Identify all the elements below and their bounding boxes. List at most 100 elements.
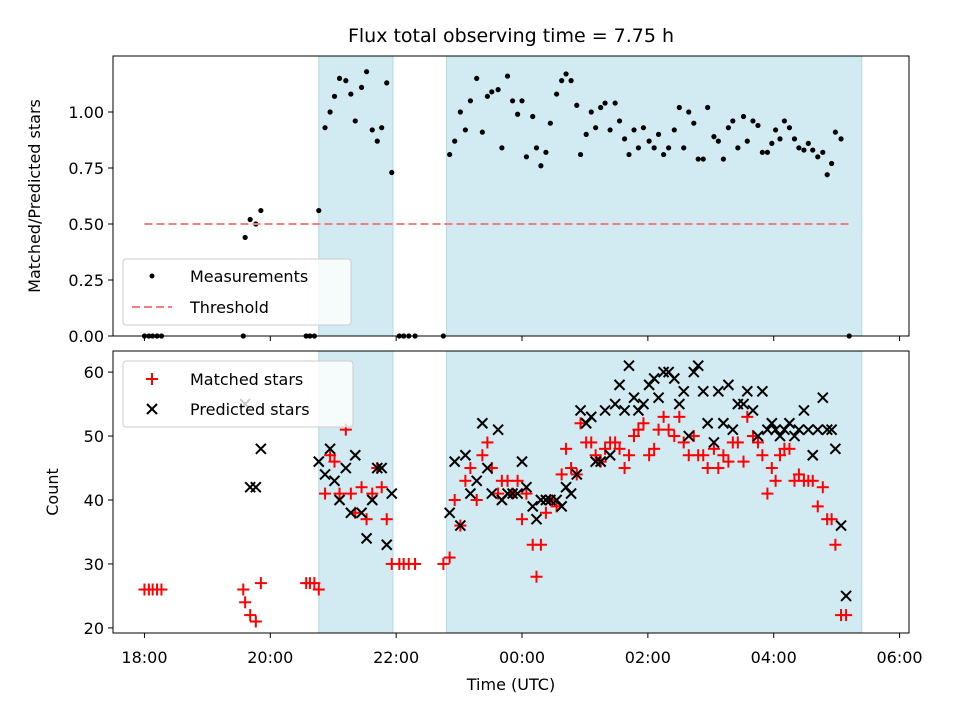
predicted-stars-point bbox=[637, 398, 650, 410]
predicted-stars-point bbox=[623, 360, 635, 372]
measurement-point bbox=[322, 125, 328, 131]
matched-legend-label: Matched stars bbox=[190, 370, 303, 389]
matched-stars-point bbox=[769, 474, 782, 487]
measurement-point bbox=[777, 136, 783, 142]
measurement-point bbox=[691, 120, 697, 126]
predicted-stars-point bbox=[727, 423, 739, 436]
predicted-stars-point bbox=[599, 404, 611, 417]
matched-stars-point bbox=[380, 513, 393, 526]
predicted-stars-point bbox=[717, 417, 730, 429]
matched-stars-point bbox=[765, 462, 778, 475]
predicted-stars-point bbox=[381, 539, 393, 551]
y-tick-label: 50 bbox=[84, 427, 104, 446]
ratio-legend: Measurements Threshold bbox=[122, 258, 352, 326]
matched-stars-point bbox=[481, 436, 494, 449]
measurement-point bbox=[547, 120, 553, 126]
measurement-point bbox=[651, 145, 657, 151]
predicted-stars-point bbox=[652, 391, 665, 404]
measurement-point bbox=[369, 127, 375, 133]
measurement-point bbox=[389, 169, 395, 176]
measurement-point bbox=[467, 98, 474, 104]
measurement-point bbox=[583, 131, 589, 137]
predicted-stars-point bbox=[668, 372, 680, 385]
predicted-stars-point bbox=[492, 423, 504, 436]
matched-stars-point bbox=[731, 436, 744, 449]
predicted-stars-point bbox=[756, 385, 769, 397]
predicted-stars-point bbox=[328, 475, 341, 487]
predicted-stars-point bbox=[255, 443, 267, 455]
predicted-legend-label: Predicted stars bbox=[190, 400, 310, 419]
predicted-stars-point bbox=[454, 519, 467, 532]
predicted-stars-point bbox=[657, 366, 670, 378]
predicted-stars-point bbox=[486, 487, 498, 500]
measurement-point bbox=[348, 91, 354, 97]
measurement-point bbox=[533, 145, 540, 151]
matched-stars-point bbox=[609, 436, 622, 449]
measurement-point bbox=[796, 145, 802, 151]
predicted-stars-point bbox=[506, 487, 519, 500]
matched-stars-point bbox=[530, 570, 543, 583]
predicted-stars-point bbox=[802, 423, 815, 436]
matched-stars-point bbox=[657, 410, 670, 423]
x-axis-label: Time (UTC) bbox=[466, 675, 555, 694]
predicted-stars-point bbox=[613, 379, 626, 391]
measurement-point bbox=[715, 138, 721, 144]
matched-stars-point bbox=[239, 596, 252, 609]
measurement-point bbox=[554, 91, 560, 97]
measurement-point bbox=[327, 109, 333, 115]
predicted-stars-point bbox=[501, 487, 514, 500]
predicted-stars-point bbox=[324, 443, 336, 455]
matched-stars-point bbox=[437, 557, 450, 570]
measurement-point bbox=[666, 145, 672, 151]
measurement-point bbox=[452, 138, 458, 144]
measurement-point bbox=[646, 138, 652, 144]
ratio-plot-frame bbox=[112, 55, 910, 337]
measurement-point bbox=[530, 113, 536, 120]
measurement-point bbox=[791, 136, 798, 142]
measurement-point bbox=[504, 73, 511, 79]
y-tick-label: 20 bbox=[84, 619, 104, 638]
measurement-point bbox=[815, 154, 821, 160]
measurement-point bbox=[635, 145, 642, 151]
matched-stars-point bbox=[712, 462, 725, 475]
observing-window-2 bbox=[446, 55, 863, 337]
matched-stars-point bbox=[632, 423, 645, 436]
measurement-point bbox=[655, 131, 662, 137]
matched-stars-point bbox=[697, 449, 710, 462]
predicted-stars-point bbox=[571, 468, 583, 481]
measurement-point bbox=[616, 118, 623, 124]
predicted-stars-point bbox=[840, 590, 852, 602]
matched-stars-point bbox=[618, 462, 631, 475]
matched-stars-point bbox=[470, 493, 483, 506]
measurement-point bbox=[631, 127, 637, 133]
x-tick-label: 22:00 bbox=[373, 648, 419, 667]
measurement-point bbox=[247, 216, 253, 223]
predicted-stars-point bbox=[683, 430, 695, 442]
matched-stars-point bbox=[520, 487, 533, 500]
predicted-stars-point bbox=[701, 417, 714, 429]
measurement-point bbox=[379, 125, 385, 131]
measurement-point bbox=[820, 149, 826, 155]
predicted-stars-point bbox=[697, 385, 709, 397]
predicted-stars-point bbox=[366, 494, 378, 506]
predicted-stars-point bbox=[798, 404, 810, 417]
x-tick-label: 00:00 bbox=[499, 648, 545, 667]
measurement-point bbox=[242, 234, 248, 241]
matched-stars-point bbox=[761, 487, 774, 500]
measurement-point bbox=[786, 125, 793, 131]
predicted-stars-point bbox=[530, 513, 543, 525]
count-legend: Matched stars Predicted stars bbox=[122, 360, 354, 428]
matched-stars-point bbox=[717, 449, 730, 462]
measurement-point bbox=[621, 136, 628, 142]
predicted-stars-point bbox=[386, 487, 398, 500]
count-y-axis-label: Count bbox=[43, 468, 62, 516]
matched-stars-point bbox=[319, 487, 332, 500]
predicted-stars-point bbox=[520, 481, 533, 493]
matched-stars-point bbox=[792, 468, 805, 481]
predicted-stars-point bbox=[516, 455, 528, 468]
measurement-point bbox=[343, 78, 349, 84]
ratio-y-axis-label: Matched/Predicted stars bbox=[25, 99, 44, 293]
predicted-stars-point bbox=[540, 494, 552, 506]
predicted-stars-point bbox=[565, 487, 577, 500]
measurement-point bbox=[705, 104, 711, 111]
